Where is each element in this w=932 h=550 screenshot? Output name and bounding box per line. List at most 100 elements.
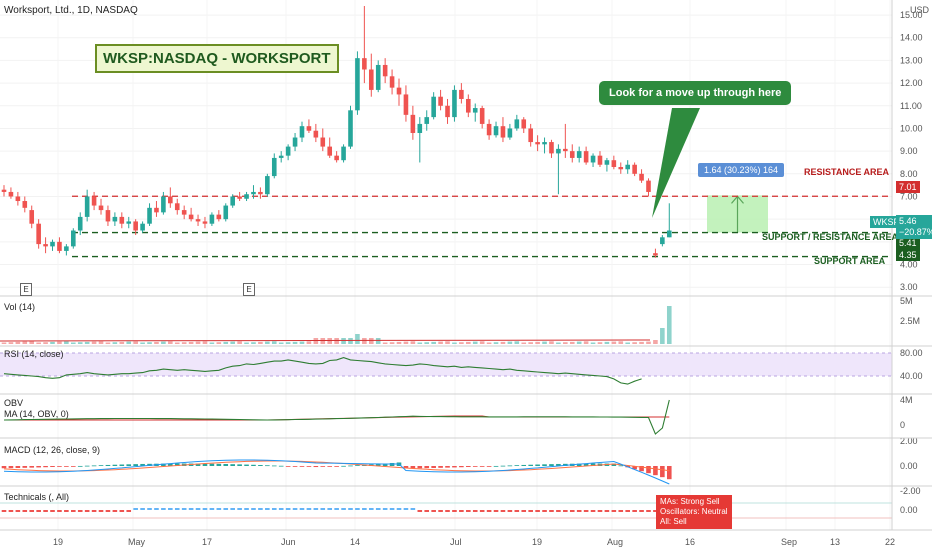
volume-bar [542, 341, 547, 344]
candle-body [15, 196, 21, 202]
macd-histogram-bar [265, 465, 270, 467]
macd-histogram-bar [341, 465, 346, 467]
technicals-bar [223, 508, 229, 510]
volume-bar [91, 341, 97, 344]
candle-body [576, 151, 582, 158]
volume-bar [29, 341, 35, 344]
target-zone [707, 195, 768, 233]
volume-bar [486, 342, 492, 344]
candle-body [639, 173, 644, 181]
technicals-pane: Technicals (, All) [0, 492, 892, 519]
technicals-bar [64, 510, 69, 512]
volume-bar [590, 342, 596, 344]
volume-bar [285, 342, 291, 344]
macd-histogram-bar [549, 464, 554, 466]
macd-histogram-bar [459, 466, 464, 468]
earnings-marker[interactable]: E [20, 283, 32, 296]
technicals-bar [119, 510, 125, 512]
macd-histogram-bar [466, 466, 471, 467]
candle-body [625, 164, 630, 170]
technicals-bar [161, 508, 166, 510]
price-tick-label: 14.00 [900, 33, 923, 43]
macd-histogram-bar [278, 465, 284, 467]
technicals-bar [15, 510, 21, 512]
macd-histogram-bar [91, 465, 97, 467]
volume-bar [576, 341, 582, 344]
candle-body [653, 253, 658, 256]
candle-body [604, 160, 610, 165]
volume-bar [493, 342, 499, 344]
volume-bar [168, 341, 173, 344]
volume-bar [299, 341, 305, 344]
volume-bar [306, 341, 312, 344]
technicals-bar [327, 508, 333, 510]
macd-histogram-bar [292, 466, 298, 467]
macd-tick-label: 2.00 [900, 436, 918, 446]
macd-histogram-bar [244, 464, 249, 466]
support-price-tag: 4.35 [896, 249, 920, 261]
volume-bar [438, 341, 443, 344]
technicals-bar [50, 510, 55, 512]
technicals-bar [230, 508, 235, 510]
macd-histogram-bar [237, 464, 242, 466]
resistance-area-label: RESISTANCE AREA [804, 167, 890, 177]
macd-histogram-bar [320, 466, 326, 467]
candle-body [542, 142, 547, 145]
candle-body [36, 223, 41, 245]
candle-body [174, 203, 180, 211]
macd-histogram-bar [174, 463, 180, 466]
volume-bar [368, 338, 374, 344]
macd-histogram-bar [486, 466, 492, 467]
candle-body [64, 246, 69, 251]
volume-tick-label: 2.5M [900, 316, 920, 326]
technicals-bar [583, 510, 589, 512]
callout-note: Look for a move up through here [599, 81, 792, 105]
volume-bar [334, 338, 339, 344]
technicals-bar [140, 508, 145, 510]
candle-body [556, 148, 561, 154]
volume-bar [161, 341, 166, 344]
volume-bar [459, 342, 464, 344]
callout-pointer [652, 108, 700, 218]
rsi-pane: RSI (14, close) [0, 349, 892, 385]
macd-histogram-bar [306, 466, 312, 467]
volume-bar [389, 342, 395, 344]
candle-body [632, 164, 637, 174]
volume-bar [653, 340, 658, 344]
volume-bar [466, 341, 471, 344]
volume-bar [348, 338, 353, 344]
macd-histogram-bar [472, 466, 478, 467]
volume-bar [583, 341, 589, 344]
volume-bar [126, 341, 132, 344]
candle-body [285, 146, 291, 156]
candle-body [230, 196, 235, 206]
candle-body [445, 105, 450, 118]
time-tick-label: 19 [53, 537, 63, 547]
candle-body [417, 123, 423, 133]
volume-bar [133, 341, 138, 344]
price-tick-label: 12.00 [900, 78, 923, 88]
candle-body [209, 214, 215, 224]
candle-body [154, 207, 159, 213]
macd-histogram-bar [431, 466, 436, 468]
technicals-bar [209, 508, 215, 510]
volume-bar [278, 342, 284, 344]
volume-bar [64, 341, 69, 344]
last-price-value: 5.46 [899, 216, 917, 226]
volume-bar [50, 341, 55, 344]
macd-histogram-bar [84, 465, 90, 467]
candle-body [334, 155, 339, 161]
volume-bar [479, 341, 485, 344]
volume-bar [472, 341, 478, 344]
candle-body [77, 216, 83, 231]
volume-bar [563, 342, 568, 344]
macd-histogram-bar [285, 466, 291, 467]
volume-bar [244, 342, 249, 344]
technicals-bar [195, 508, 201, 510]
macd-histogram-bar [140, 463, 145, 466]
macd-histogram-bar [133, 464, 138, 466]
volume-bar [154, 341, 159, 344]
volume-bar [431, 341, 436, 344]
earnings-marker[interactable]: E [243, 283, 255, 296]
candle-body [98, 205, 104, 211]
